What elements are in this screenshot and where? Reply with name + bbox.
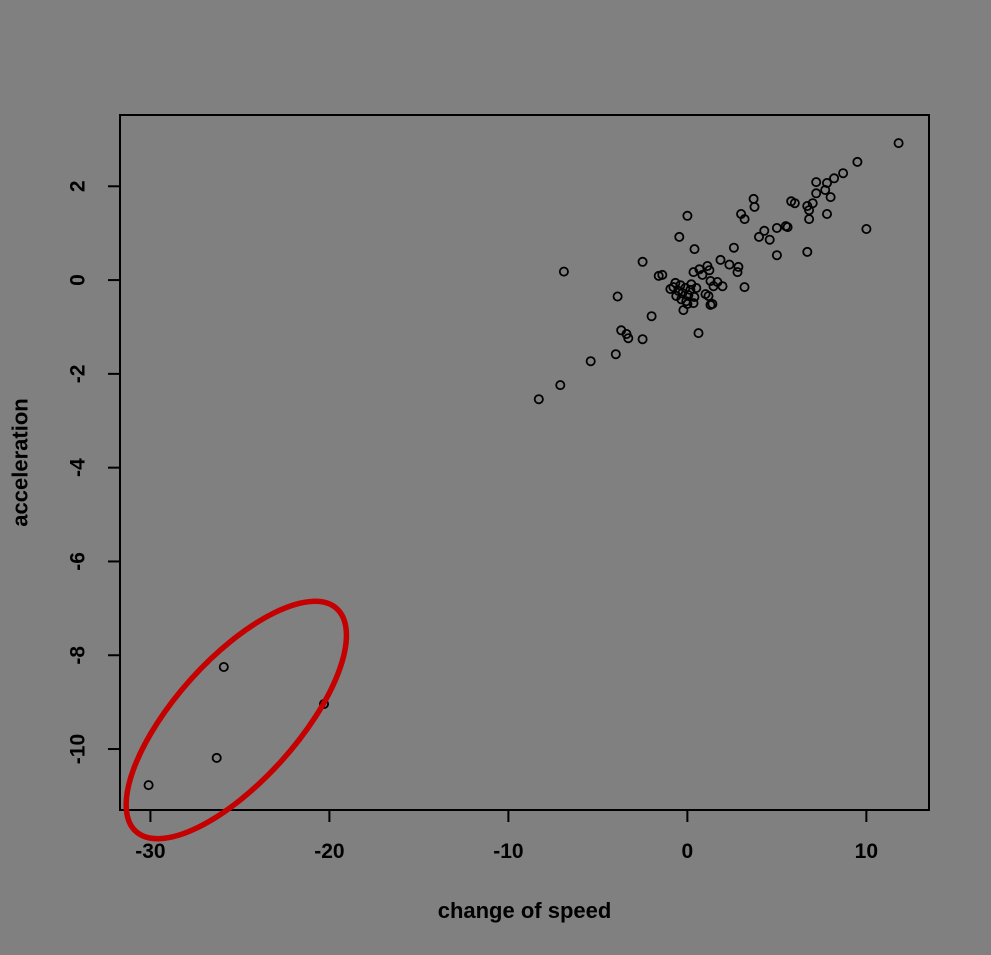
data-point: [612, 291, 623, 302]
y-tick-label: -2: [67, 365, 90, 384]
y-tick-label: -8: [67, 646, 90, 665]
data-point: [681, 296, 692, 307]
data-point: [829, 173, 840, 184]
y-tick-label: 0: [67, 274, 90, 286]
data-point: [893, 138, 904, 149]
x-tick-label: -10: [493, 840, 523, 863]
data-point: [804, 214, 815, 225]
data-point: [685, 284, 696, 295]
data-point: [646, 311, 657, 322]
data-point: [739, 214, 750, 225]
data-point: [749, 201, 760, 212]
x-tick-label: 10: [855, 840, 878, 863]
data-point: [789, 198, 800, 209]
data-point: [732, 267, 743, 278]
data-point: [697, 269, 708, 280]
data-point: [705, 275, 716, 286]
outlier-highlight-ellipse: [123, 598, 350, 842]
data-point: [674, 231, 685, 242]
data-point: [754, 231, 765, 242]
data-point: [682, 210, 693, 221]
x-axis-label: change of speed: [438, 898, 612, 923]
data-point: [693, 328, 704, 339]
data-point: [739, 282, 750, 293]
data-point: [820, 184, 831, 195]
data-point: [764, 234, 775, 245]
x-tick-label: 0: [682, 840, 694, 863]
data-point: [724, 259, 735, 270]
outlier-data-point: [218, 662, 229, 673]
data-point: [771, 222, 782, 233]
data-point: [637, 334, 648, 345]
data-point: [678, 305, 689, 316]
data-point: [861, 223, 872, 234]
data-point: [676, 294, 687, 305]
data-point: [610, 349, 621, 360]
outlier-data-point: [143, 780, 154, 791]
data-point: [683, 290, 694, 301]
data-point: [555, 380, 566, 391]
data-point: [707, 298, 718, 309]
data-point: [623, 333, 634, 344]
data-point: [715, 254, 726, 265]
x-tick-label: -20: [314, 840, 344, 863]
data-point: [811, 188, 822, 199]
data-point: [665, 283, 676, 294]
data-point: [825, 192, 836, 203]
data-point: [657, 269, 668, 280]
outlier-annotation-layer: [123, 598, 350, 842]
data-point: [748, 193, 759, 204]
data-point: [728, 242, 739, 253]
data-point: [771, 250, 782, 261]
data-point: [704, 265, 715, 276]
y-tick-label: 2: [67, 180, 90, 192]
data-point: [637, 256, 648, 267]
data-point: [733, 261, 744, 272]
data-point: [691, 282, 702, 293]
data-point: [558, 266, 569, 277]
x-tick-label: -30: [135, 840, 165, 863]
data-point: [708, 281, 719, 292]
y-axis-label: acceleration: [8, 398, 33, 526]
data-point: [822, 208, 833, 219]
plot-border: [119, 114, 930, 811]
data-point: [782, 222, 793, 233]
outlier-data-point: [211, 752, 222, 763]
data-point: [689, 244, 700, 255]
y-tick-label: -10: [67, 734, 90, 764]
y-tick-label: -6: [67, 552, 90, 571]
data-point: [533, 394, 544, 405]
data-point: [585, 356, 596, 367]
y-tick-label: -4: [67, 458, 90, 477]
data-point: [703, 290, 714, 301]
data-point: [688, 267, 699, 278]
data-point: [802, 246, 813, 257]
data-point: [852, 156, 863, 167]
data-point: [689, 291, 700, 302]
data-point: [811, 177, 822, 188]
data-point: [838, 168, 849, 179]
data-point: [759, 225, 770, 236]
